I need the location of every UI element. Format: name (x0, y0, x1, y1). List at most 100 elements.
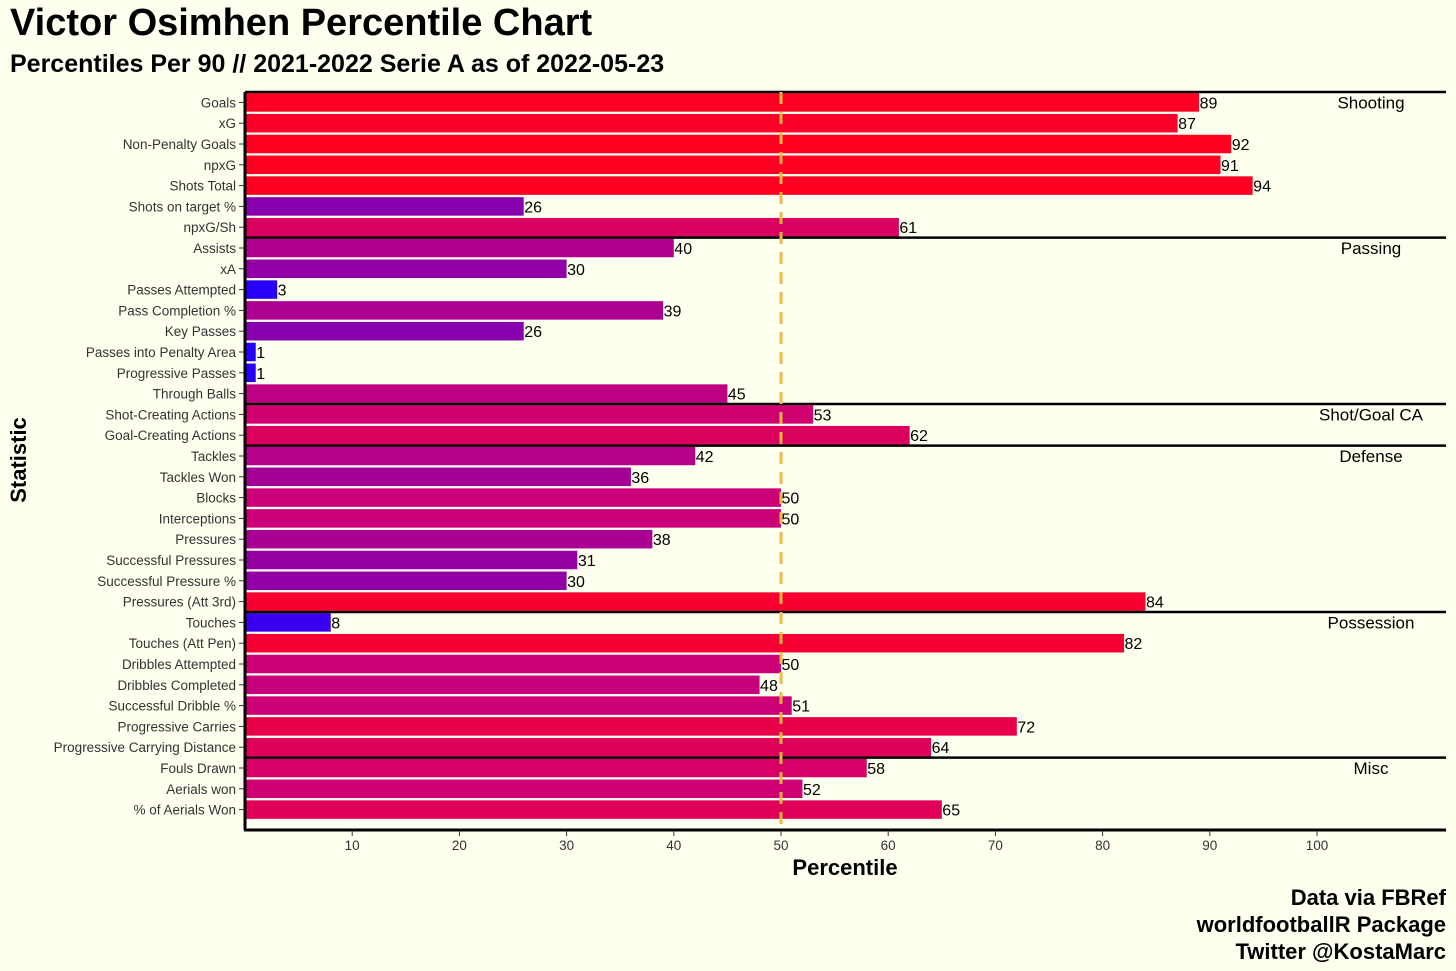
y-tick-label-16: Goal-Creating Actions (105, 428, 237, 443)
x-axis-label: Percentile (792, 855, 897, 880)
bar-10 (245, 301, 664, 320)
y-tick-labels: Goals xG Non-Penalty Goals npxG Shots Total S… (54, 95, 245, 818)
bar-6 (245, 217, 899, 237)
y-tick-label-7: Assists (193, 241, 236, 256)
bar-17 (245, 446, 696, 466)
y-tick-label-30: Progressive Carries (117, 719, 236, 734)
x-tick-label-5: 60 (881, 838, 896, 853)
bar-4 (245, 176, 1253, 195)
x-tick-label-4: 50 (773, 838, 788, 853)
y-tick-label-0: Goals (201, 95, 237, 110)
value-label-31: 64 (932, 740, 950, 757)
value-label-22: 31 (578, 553, 596, 570)
bar-33 (245, 779, 803, 799)
bar-8 (245, 259, 567, 279)
bar-24 (245, 592, 1146, 611)
group-label-5: Misc (1354, 759, 1389, 778)
y-tick-label-12: Passes into Penalty Area (86, 345, 237, 360)
y-tick-label-1: xG (219, 116, 236, 131)
value-label-14: 45 (728, 387, 746, 404)
y-tick-label-26: Touches (Att Pen) (129, 636, 236, 651)
y-tick-label-18: Tackles Won (160, 470, 236, 485)
value-label-0: 89 (1200, 95, 1218, 112)
caption-line-source: Data via FBRef (1290, 885, 1446, 910)
bar-20 (245, 509, 781, 528)
value-label-2: 92 (1232, 137, 1250, 154)
y-tick-label-11: Key Passes (165, 324, 237, 339)
y-tick-label-20: Interceptions (159, 511, 237, 526)
y-tick-label-31: Progressive Carrying Distance (54, 740, 236, 755)
group-label-4: Possession (1328, 613, 1415, 632)
bars-layer (245, 93, 1253, 819)
caption: Data via FBRef worldfootballR Package Tw… (1197, 884, 1446, 965)
value-label-15: 53 (814, 407, 832, 424)
bar-25 (245, 613, 331, 632)
value-label-9: 3 (278, 283, 287, 300)
y-tick-label-6: npxG/Sh (183, 220, 236, 235)
y-tick-label-29: Successful Dribble % (108, 699, 236, 714)
group-label-1: Passing (1341, 239, 1401, 258)
value-label-1: 87 (1178, 116, 1196, 133)
y-tick-label-33: Aerials won (166, 782, 236, 797)
value-label-34: 65 (942, 803, 960, 820)
bar-3 (245, 155, 1221, 175)
bar-16 (245, 425, 910, 445)
y-tick-label-8: xA (220, 262, 236, 277)
x-tick-labels: 10 20 30 40 50 60 70 80 90 100 (345, 831, 1328, 853)
caption-line-twitter: Twitter @KostaMarc (1235, 939, 1446, 964)
bar-30 (245, 717, 1017, 736)
chart-title: Victor Osimhen Percentile Chart (10, 2, 593, 44)
bar-21 (245, 529, 653, 549)
y-tick-label-34: % of Aerials Won (133, 803, 236, 818)
y-tick-label-25: Touches (186, 615, 237, 630)
y-tick-label-10: Pass Completion % (118, 303, 236, 318)
y-tick-label-5: Shots on target % (129, 199, 236, 214)
value-label-26: 82 (1125, 636, 1143, 653)
bar-11 (245, 321, 524, 341)
axes (243, 92, 1446, 832)
group-label-0: Shooting (1337, 93, 1404, 112)
bar-27 (245, 654, 781, 674)
group-label-3: Defense (1339, 447, 1402, 466)
value-label-6: 61 (899, 220, 917, 237)
bar-29 (245, 696, 792, 715)
bar-1 (245, 113, 1178, 133)
bar-14 (245, 384, 728, 403)
value-label-8: 30 (567, 262, 585, 279)
y-tick-label-3: npxG (204, 158, 236, 173)
bar-28 (245, 675, 760, 695)
bar-7 (245, 238, 674, 258)
y-tick-label-4: Shots Total (169, 179, 236, 194)
value-label-28: 48 (760, 678, 778, 695)
value-label-10: 39 (664, 303, 682, 320)
bar-2 (245, 134, 1232, 154)
y-tick-label-21: Pressures (175, 532, 236, 547)
y-axis-label: Statistic (6, 417, 31, 503)
y-tick-label-28: Dribbles Completed (117, 678, 236, 693)
bar-32 (245, 758, 867, 778)
value-label-20: 50 (782, 511, 800, 528)
bar-12 (245, 342, 256, 362)
bar-22 (245, 550, 578, 570)
value-label-33: 52 (803, 782, 821, 799)
x-tick-label-3: 40 (666, 838, 681, 853)
bar-34 (245, 800, 942, 819)
value-label-13: 1 (256, 366, 265, 383)
group-labels: Shooting Passing Shot/Goal CA Defense Posses… (1319, 93, 1424, 778)
bar-23 (245, 571, 567, 591)
value-label-4: 94 (1253, 179, 1271, 196)
bar-15 (245, 405, 814, 424)
y-tick-label-19: Blocks (196, 491, 236, 506)
group-label-2: Shot/Goal CA (1319, 405, 1424, 424)
x-tick-label-2: 30 (559, 838, 574, 853)
bar-18 (245, 467, 631, 487)
y-tick-label-22: Successful Pressures (106, 553, 236, 568)
bar-26 (245, 633, 1125, 653)
value-label-3: 91 (1221, 158, 1239, 175)
y-tick-label-9: Passes Attempted (127, 283, 236, 298)
bar-13 (245, 363, 256, 383)
value-label-17: 42 (696, 449, 714, 466)
y-tick-label-2: Non-Penalty Goals (123, 137, 237, 152)
